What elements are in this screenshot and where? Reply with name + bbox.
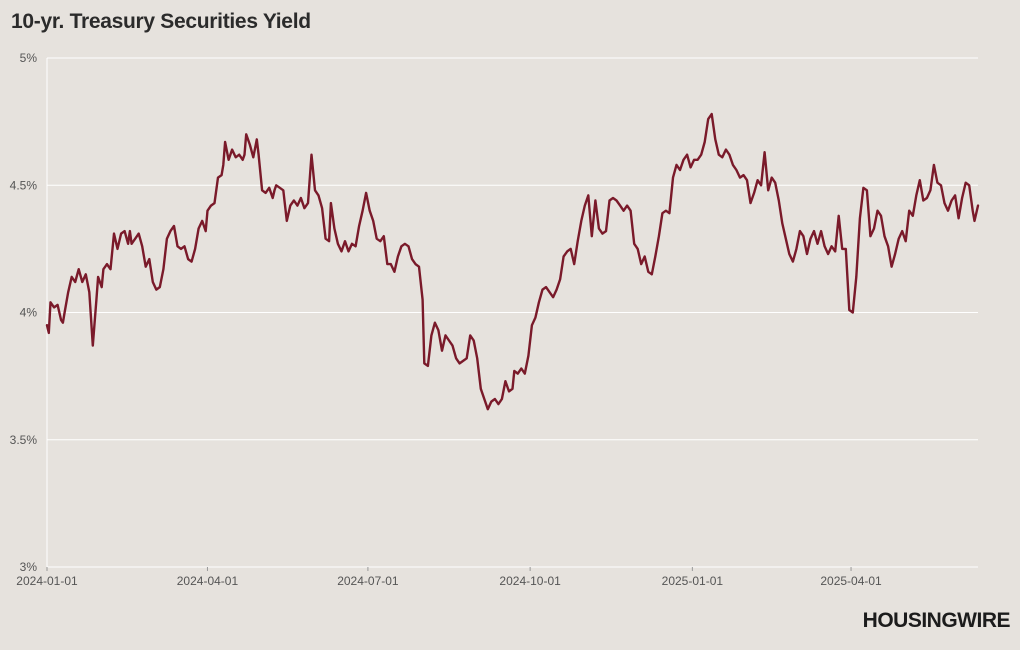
chart-title: 10-yr. Treasury Securities Yield [11, 10, 311, 33]
y-tick-label: 4% [20, 306, 38, 320]
axes [46, 58, 852, 571]
grid-lines [47, 57, 978, 568]
y-tick-label: 4.5% [10, 178, 38, 192]
housingwire-logo: HOUSINGWIRE [862, 609, 1011, 632]
y-tick-label: 5% [20, 51, 38, 65]
y-tick-label: 3% [20, 560, 38, 574]
x-tick-label: 2024-07-01 [337, 574, 399, 588]
x-tick-label: 2025-01-01 [662, 574, 724, 588]
y-tick-labels: 3% 3.5% 4% 4.5% 5% [10, 51, 38, 574]
x-tick-labels: 2024-01-01 2024-04-01 2024-07-01 2024-10-01… [16, 574, 882, 588]
x-tick-label: 2024-01-01 [16, 574, 78, 588]
series-line-treasury-yield [45, 112, 980, 411]
y-tick-label: 3.5% [10, 433, 38, 447]
x-tick-label: 2025-04-01 [820, 574, 882, 588]
x-tick-label: 2024-10-01 [499, 574, 561, 588]
series [45, 112, 980, 411]
x-tick-label: 2024-04-01 [177, 574, 239, 588]
